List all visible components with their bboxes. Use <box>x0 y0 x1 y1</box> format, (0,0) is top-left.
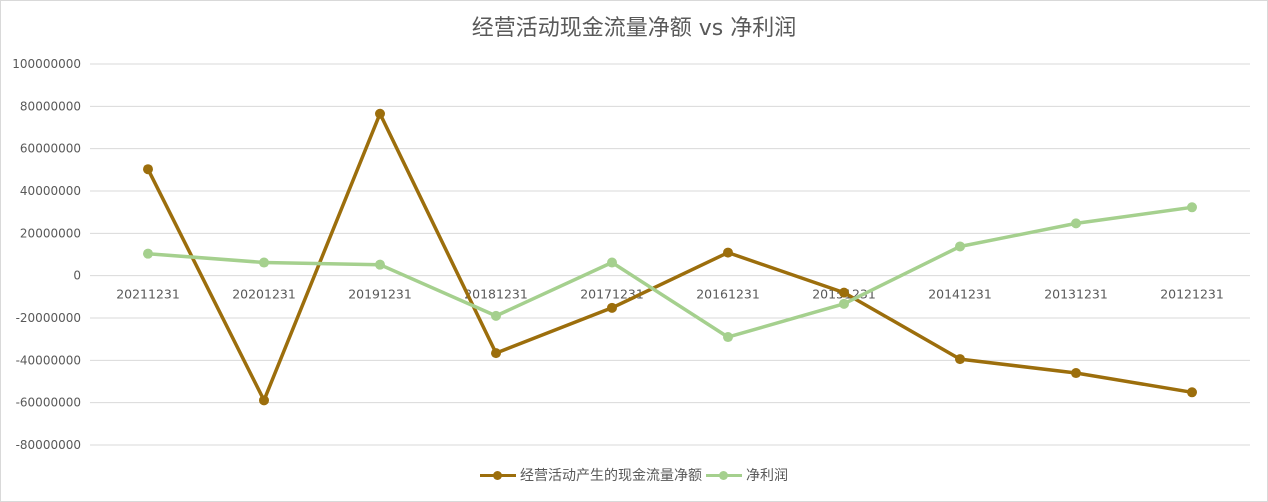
legend-item-0[interactable]: 经营活动产生的现金流量净额 <box>480 465 702 485</box>
data-point[interactable] <box>955 241 965 252</box>
data-point[interactable] <box>607 257 617 268</box>
x-tick-label: 20201231 <box>232 287 296 302</box>
y-tick-label: -80000000 <box>16 438 81 452</box>
data-point[interactable] <box>375 259 385 270</box>
data-point[interactable] <box>723 247 733 258</box>
x-tick-label: 20141231 <box>928 287 992 302</box>
series-line-0 <box>146 111 1193 403</box>
y-tick-label: -60000000 <box>16 396 81 410</box>
data-point[interactable] <box>1187 387 1197 398</box>
x-tick-label: 20131231 <box>1044 287 1108 302</box>
legend-marker-icon <box>480 468 516 482</box>
x-tick-label: 20181231 <box>464 287 528 302</box>
y-tick-label: 0 <box>73 269 81 283</box>
legend-label: 经营活动产生的现金流量净额 <box>520 468 702 484</box>
x-tick-label: 20171231 <box>580 287 644 302</box>
series-line-1 <box>147 205 1193 339</box>
data-point[interactable] <box>1071 368 1081 379</box>
data-point[interactable] <box>375 108 385 119</box>
x-tick-label: 20211231 <box>116 287 180 302</box>
data-point[interactable] <box>839 287 849 298</box>
x-tick-label: 20191231 <box>348 287 412 302</box>
legend-item-1[interactable]: 净利润 <box>706 465 788 485</box>
y-tick-label: 20000000 <box>20 226 81 240</box>
x-tick-label: 20161231 <box>696 287 760 302</box>
y-tick-label: 80000000 <box>20 99 81 113</box>
y-tick-label: -20000000 <box>16 311 81 325</box>
chart-legend: 经营活动产生的现金流量净额 净利润 <box>0 465 1268 485</box>
legend-label: 净利润 <box>746 468 788 484</box>
data-point[interactable] <box>839 298 849 309</box>
chart-title: 经营活动现金流量净额 vs 净利润 <box>471 16 797 41</box>
data-point[interactable] <box>607 302 617 313</box>
data-point[interactable] <box>1071 218 1081 229</box>
legend-marker-icon <box>706 468 742 482</box>
x-tick-label: 20121231 <box>1160 287 1224 302</box>
data-point[interactable] <box>143 248 153 259</box>
y-tick-label: 40000000 <box>20 184 81 198</box>
data-point[interactable] <box>1187 202 1197 213</box>
data-point[interactable] <box>259 395 269 406</box>
data-point[interactable] <box>143 164 153 175</box>
y-tick-label: 100000000 <box>12 57 81 71</box>
data-point[interactable] <box>955 354 965 365</box>
data-point[interactable] <box>491 348 501 359</box>
data-point[interactable] <box>723 332 733 343</box>
y-tick-label: 60000000 <box>20 142 81 156</box>
data-point[interactable] <box>259 257 269 268</box>
y-tick-label: -40000000 <box>16 353 81 367</box>
data-point[interactable] <box>491 310 501 321</box>
